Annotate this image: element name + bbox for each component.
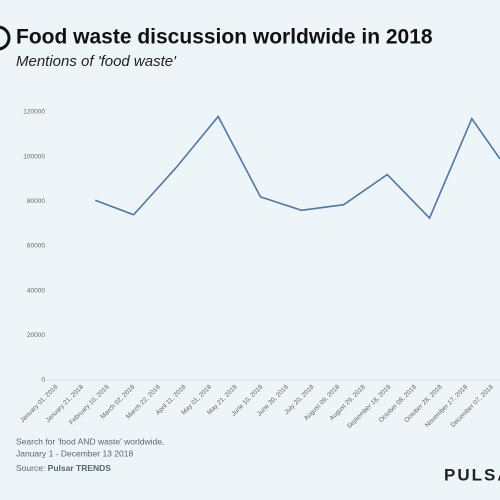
y-tick-label: 60000 bbox=[27, 243, 45, 250]
chart-title: Food waste discussion worldwide in 2018 bbox=[16, 26, 433, 49]
y-tick-label: 120000 bbox=[23, 109, 45, 116]
line-series bbox=[94, 115, 500, 220]
y-tick-label: 0 bbox=[41, 377, 45, 384]
source-label: Source: bbox=[16, 463, 45, 473]
note: January 1 - December 13 2018 bbox=[16, 448, 133, 458]
brand: PULSAR bbox=[444, 465, 500, 484]
y-tick-label: 80000 bbox=[27, 198, 45, 205]
y-tick-label: 40000 bbox=[27, 287, 45, 294]
note: Search for 'food AND waste' worldwide, bbox=[16, 436, 164, 446]
y-tick-label: 20000 bbox=[27, 332, 45, 339]
source: Source: Pulsar TRENDS bbox=[16, 463, 111, 473]
source-name: Pulsar TRENDS bbox=[48, 463, 112, 473]
x-tick-label: September 18, 2018 bbox=[346, 383, 393, 430]
logo-icon bbox=[0, 25, 11, 51]
y-tick-label: 100000 bbox=[23, 153, 45, 160]
chart-subtitle: Mentions of 'food waste' bbox=[16, 53, 177, 70]
